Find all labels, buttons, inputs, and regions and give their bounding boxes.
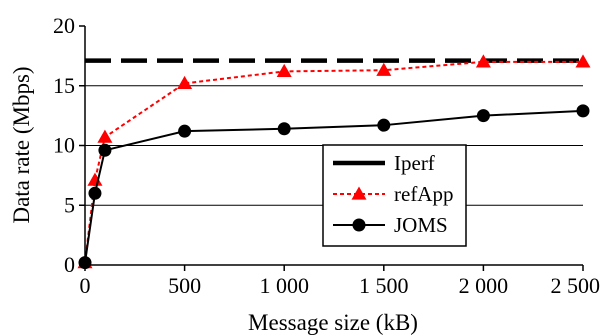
legend-entry-joms: JOMS [333, 213, 448, 237]
y-axis-title: Data rate (Mbps) [9, 66, 34, 223]
y-tick-label: 20 [53, 13, 75, 38]
data-point-triangle [87, 172, 103, 186]
data-point-triangle [575, 54, 591, 68]
x-tick-label: 500 [168, 273, 201, 298]
data-point-circle [277, 122, 291, 136]
x-tick-label: 0 [80, 273, 91, 298]
data-point-circle [98, 143, 112, 157]
x-tick-label: 1 000 [259, 273, 309, 298]
data-point-circle [178, 124, 192, 138]
axes [79, 25, 584, 271]
legend-label: Iperf [394, 151, 435, 175]
series-line-refapp [84, 60, 583, 263]
x-tick-label: 1 500 [359, 273, 409, 298]
legend-entry-iperf: Iperf [333, 151, 435, 175]
y-tick-label: 5 [64, 192, 75, 217]
y-tick-label: 0 [64, 252, 75, 277]
data-point-circle [476, 109, 490, 123]
data-point-circle [88, 186, 102, 200]
y-tick-label: 15 [53, 73, 75, 98]
y-tick-label: 10 [53, 133, 75, 158]
data-point-circle [352, 218, 366, 232]
legend: Iperf refApp JOMS [322, 144, 467, 247]
data-point-circle [377, 118, 391, 132]
data-point-triangle [475, 54, 491, 68]
data-point-triangle [351, 186, 367, 200]
x-tick-label: 2 000 [459, 273, 509, 298]
series-line-joms [84, 109, 584, 263]
data-point-triangle [177, 75, 193, 89]
data-point-triangle [276, 63, 292, 78]
data-point-triangle [97, 129, 113, 143]
data-point-triangle [376, 62, 392, 76]
legend-label: JOMS [394, 213, 448, 237]
tick-labels: 0 5 10 15 20 0 500 1 000 1 500 2 000 2 500 [53, 13, 600, 298]
data-point-circle [576, 104, 590, 118]
x-axis-title: Message size (kB) [248, 310, 418, 335]
legend-label: refApp [394, 182, 453, 206]
x-tick-label: 2 500 [551, 273, 601, 298]
legend-entry-refapp: refApp [333, 182, 453, 206]
